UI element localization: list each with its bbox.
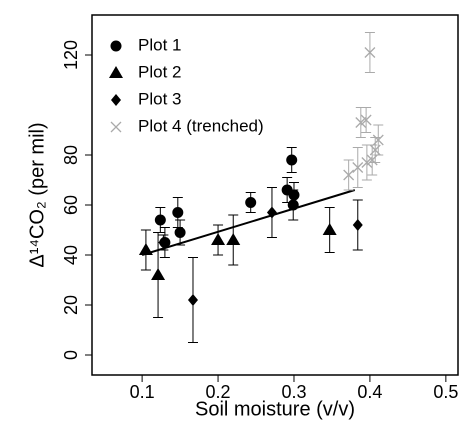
point	[110, 121, 122, 133]
point	[352, 162, 364, 173]
legend-label: Plot 4 (trenched)	[138, 116, 264, 135]
point	[111, 94, 121, 106]
point	[151, 268, 166, 280]
point	[226, 233, 241, 245]
point	[211, 233, 226, 245]
point	[372, 134, 384, 146]
plot-frame	[91, 14, 459, 376]
point	[266, 206, 277, 219]
y-tick-label: 20	[61, 295, 81, 315]
point	[154, 214, 166, 226]
point	[360, 114, 372, 126]
x-tick-label: 0.5	[433, 382, 458, 402]
x-axis-label: Soil moisture (v/v)	[195, 398, 355, 420]
point	[138, 243, 153, 255]
y-tick-label: 120	[61, 40, 81, 70]
point	[361, 157, 373, 168]
y-tick-label: 40	[61, 245, 81, 265]
fit-line	[141, 189, 356, 256]
point	[286, 154, 298, 166]
point	[355, 117, 367, 128]
point	[352, 219, 363, 231]
y-axis-label: Δ¹⁴CO₂ (per mil)	[26, 122, 48, 267]
point	[172, 207, 184, 218]
legend-label: Plot 2	[138, 62, 181, 81]
point	[187, 294, 198, 306]
point	[288, 189, 300, 201]
x-tick-label: 0.3	[281, 382, 306, 402]
point	[109, 66, 123, 78]
y-tick-label: 60	[61, 195, 81, 215]
y-tick-label: 80	[61, 145, 81, 165]
point	[110, 40, 122, 52]
x-tick-label: 0.1	[130, 382, 155, 402]
x-tick-label: 0.2	[206, 382, 231, 402]
y-tick-label: 0	[61, 350, 81, 360]
point	[245, 197, 257, 208]
point	[158, 236, 169, 249]
point	[174, 227, 186, 238]
point	[364, 47, 376, 58]
legend-label: Plot 1	[138, 35, 181, 54]
point	[287, 199, 299, 211]
legend-label: Plot 3	[138, 89, 181, 108]
point	[343, 169, 355, 181]
point	[322, 223, 337, 235]
x-tick-label: 0.4	[357, 382, 382, 402]
